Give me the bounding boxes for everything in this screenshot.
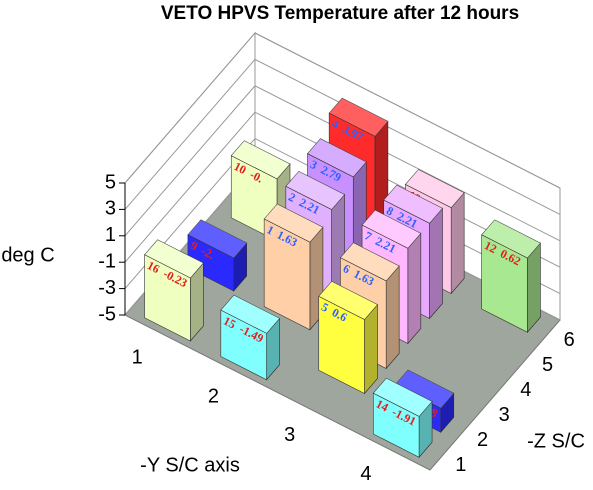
bar-front	[263, 218, 311, 331]
depth-tick-label: 6	[564, 329, 575, 351]
x-tick-label: 1	[132, 347, 143, 369]
bar-top-shade	[231, 140, 290, 179]
bar-id: 7	[363, 228, 375, 243]
bar-id: 6	[341, 261, 353, 276]
bar-shade	[364, 304, 378, 394]
grid-line	[124, 85, 561, 242]
bar-front	[220, 309, 267, 381]
grid-line	[124, 32, 561, 189]
bar-top-shade	[362, 210, 421, 249]
bar-value: -2.	[199, 243, 217, 261]
bar-top-shade	[395, 369, 454, 409]
bar	[144, 239, 204, 342]
bar-shade	[233, 243, 247, 291]
bar-shade	[266, 318, 280, 380]
bar-shade	[527, 243, 541, 333]
bar-top-shade	[373, 378, 433, 417]
chart-title: VETO HPVS Temperature after 12 hours	[161, 3, 519, 24]
bar-top-shade	[220, 295, 280, 334]
depth-tick-label: 1	[455, 454, 466, 476]
bar-label: 50.6	[319, 300, 349, 325]
bar-front	[318, 295, 365, 394]
z-tick-label: 5	[105, 171, 116, 193]
bar-top-shade	[307, 138, 367, 177]
bar-front	[481, 234, 528, 333]
bar-id: 10	[232, 159, 249, 177]
depth-tick-label: 4	[520, 379, 531, 401]
bar-value: -0.	[248, 167, 266, 185]
bar	[263, 203, 324, 331]
z-tick-label: -1	[98, 250, 116, 272]
depth-tick-label: 5	[542, 354, 553, 376]
bar-top-shade	[264, 203, 323, 243]
z-tick-label: -3	[98, 277, 116, 299]
bar	[481, 219, 541, 334]
bar-id: 9	[188, 238, 200, 253]
bar	[372, 377, 433, 459]
z-tick-label: -5	[98, 303, 116, 325]
bar-label: 10-0.	[232, 159, 266, 186]
bar-top-shade	[285, 171, 345, 210]
bar-top-shade	[481, 219, 541, 259]
grid-line	[124, 58, 561, 215]
bar-top-shade	[329, 98, 388, 137]
bar-id: 15	[221, 313, 238, 331]
bar-front	[187, 234, 234, 292]
bar-value: 0.6	[330, 305, 350, 324]
bar	[318, 280, 378, 395]
depth-tick-label: 3	[499, 404, 510, 426]
bar-id: 4	[330, 116, 342, 131]
bar-shade	[386, 265, 400, 369]
bar-top-shade	[318, 281, 378, 320]
bar-label: 9-2.	[188, 238, 217, 262]
bar-shade	[407, 233, 421, 344]
depth-axis-title: -Z S/C	[527, 430, 585, 452]
x-axis-title: -Y S/C axis	[140, 454, 240, 476]
bar-front	[144, 254, 191, 342]
bar-top-shade	[144, 239, 204, 279]
bar	[220, 294, 281, 381]
bar-id: 12	[482, 238, 499, 256]
z-tick-label: 1	[105, 224, 116, 246]
bar-id: 2	[286, 190, 298, 205]
z-tick-label: 3	[105, 198, 116, 220]
bar-top-shade	[187, 219, 247, 258]
bar-id: 8	[384, 203, 396, 218]
bar-shade	[419, 401, 433, 458]
x-tick-label: 3	[284, 424, 295, 446]
bar-top-shade	[383, 185, 443, 224]
x-tick-label: 2	[208, 385, 219, 407]
bar-shade	[190, 263, 204, 341]
bar-id: 3	[308, 157, 320, 172]
bar-front	[373, 392, 420, 458]
bar-top-shade	[340, 242, 400, 281]
bar-top-shade	[405, 169, 465, 208]
bar-shade	[429, 208, 443, 319]
x-tick-label: 4	[360, 463, 371, 485]
bar-id: 16	[145, 258, 162, 276]
z-axis-title: deg C	[1, 244, 54, 266]
depth-tick-label: 2	[477, 429, 488, 451]
bar-id: 14	[374, 396, 391, 414]
bar-id: 1	[265, 222, 277, 237]
bar-shade	[451, 192, 465, 294]
bar	[187, 219, 248, 292]
bar-shade	[440, 393, 454, 433]
bar-id: 5	[319, 300, 331, 315]
